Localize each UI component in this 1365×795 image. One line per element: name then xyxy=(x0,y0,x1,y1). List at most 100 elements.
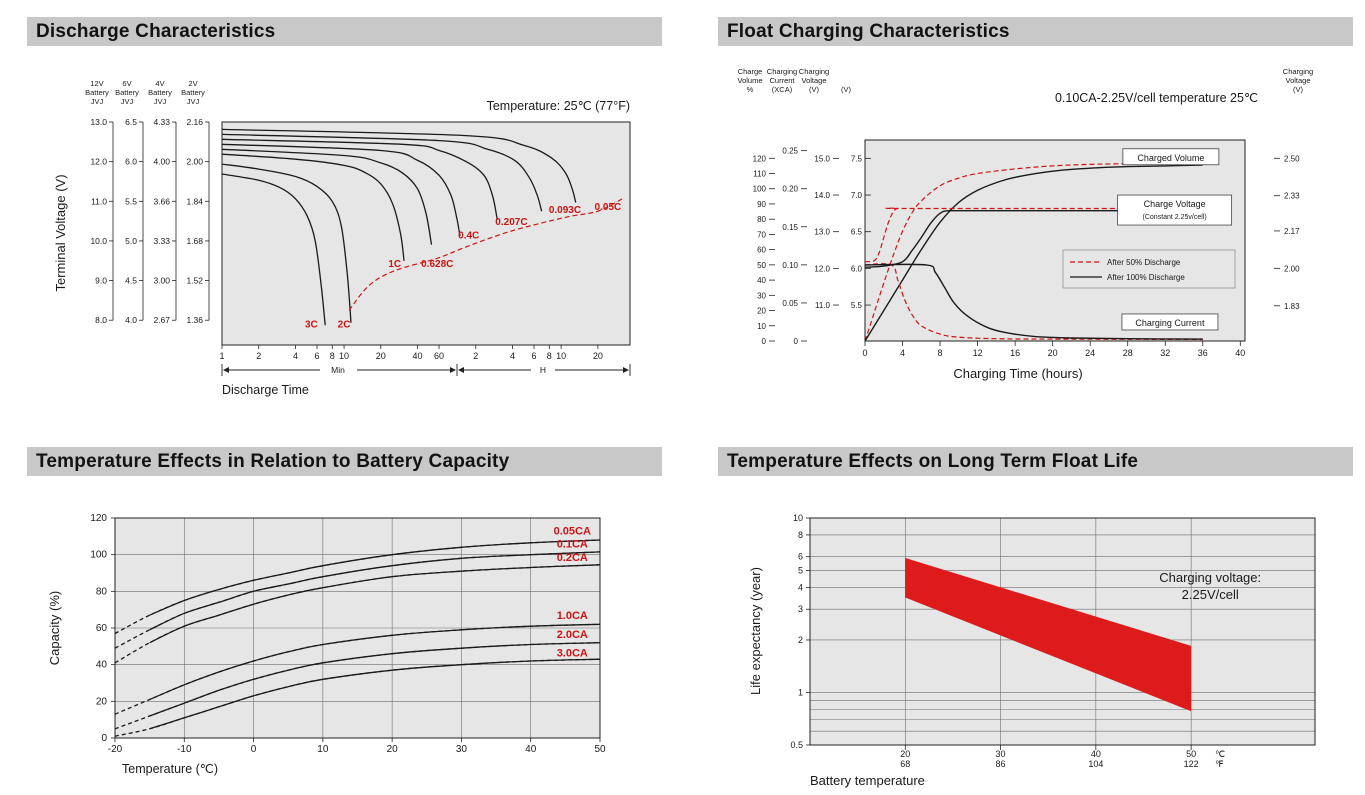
legend-label: After 100% Discharge xyxy=(1107,273,1185,282)
series-charge-voltage-100 xyxy=(864,209,1203,268)
y-tick-label: 12.0 xyxy=(90,157,107,167)
y-tick-label: 60 xyxy=(96,623,108,634)
y-tick-label: 50 xyxy=(757,261,766,270)
series-charging-current-100 xyxy=(864,263,1203,340)
y-tick-label: 1 xyxy=(798,687,803,697)
series-charged-volume-100 xyxy=(864,164,1203,342)
y-tick-label: 80 xyxy=(96,586,108,597)
x-tick-label: 0 xyxy=(862,348,867,358)
series-charged-volume-50 xyxy=(864,162,1203,342)
rate-label: 3C xyxy=(305,320,318,331)
y-tick-label: 90 xyxy=(757,200,766,209)
y-tick-label: 3.33 xyxy=(153,236,170,246)
y-tick-label: 4 xyxy=(798,582,803,592)
axis-header-right: Charging xyxy=(1283,67,1313,76)
x-tick-label: 8 xyxy=(938,348,943,358)
y-tick-label: 0 xyxy=(101,733,107,744)
y-tick-label: 2.16 xyxy=(186,117,203,127)
series-1C xyxy=(221,153,405,261)
y-tick-label: 1.52 xyxy=(186,276,203,286)
callout-box xyxy=(1122,148,1220,166)
y-column-header: 2V xyxy=(188,79,197,88)
arrowhead xyxy=(458,367,464,373)
y-axis-title: Terminal Voltage (V) xyxy=(53,174,68,291)
y-tick-label: 40 xyxy=(757,276,766,285)
y-tick-label: 5.5 xyxy=(125,196,137,206)
x-tick-label: 1 xyxy=(219,351,224,361)
y-tick-label: 5 xyxy=(798,566,803,576)
y-tick-label: 3 xyxy=(798,604,803,614)
x-tick-label: 10 xyxy=(317,744,329,755)
y-tick-label: 3.00 xyxy=(153,276,170,286)
series-0.093C xyxy=(221,133,543,212)
rate-label: 2C xyxy=(338,320,351,331)
y-tick-label: 0.05 xyxy=(782,299,798,308)
x-tick-label: 8 xyxy=(330,351,335,361)
x-tick-label: 10 xyxy=(556,351,566,361)
x-tick-label: 0 xyxy=(251,744,257,755)
x-tick-label: 16 xyxy=(1010,348,1020,358)
fahrenheit-unit-label: ℉ xyxy=(1215,759,1224,769)
x-tick-label: 6 xyxy=(314,351,319,361)
x-tick-label: 4 xyxy=(510,351,515,361)
y-tick-label: 4.33 xyxy=(153,117,170,127)
y-column-header: Battery xyxy=(148,88,172,97)
y-tick-label: 10.0 xyxy=(90,236,107,246)
unit-section-label: H xyxy=(540,365,546,375)
x-tick-label: 28 xyxy=(1123,348,1133,358)
axis-header: Current xyxy=(769,76,795,85)
x-tick-label: 36 xyxy=(1198,348,1208,358)
y-column-header: Battery xyxy=(85,88,109,97)
series-0.05CA xyxy=(149,539,601,616)
x-tick-label: 12 xyxy=(973,348,983,358)
callout-label: Charged Volume xyxy=(1137,153,1204,163)
x-tick-label: 2 xyxy=(256,351,261,361)
series-2.0CA xyxy=(149,642,601,717)
y-tick-label: 20 xyxy=(96,696,108,707)
y-tick-label: 6 xyxy=(798,552,803,562)
y-tick-label: 6.5 xyxy=(125,117,137,127)
y-tick-label: 12.0 xyxy=(814,264,830,273)
y-tick-label: 20 xyxy=(757,307,766,316)
x-tick-label: 40 xyxy=(1235,348,1245,358)
x-tick-label-celsius: 20 xyxy=(900,749,910,759)
y-tick-label: 70 xyxy=(757,230,766,239)
rate-label: 0.4C xyxy=(458,230,479,241)
y-axis-title: Life expectancy (year) xyxy=(748,567,763,695)
y-tick-label: 4.00 xyxy=(153,157,170,167)
rate-label: 0.1CA xyxy=(557,538,588,550)
y-tick-label: 2.67 xyxy=(153,315,170,325)
arrowhead xyxy=(223,367,229,373)
plot-area xyxy=(864,139,1246,342)
x-tick-label: 4 xyxy=(293,351,298,361)
series-3C xyxy=(221,173,326,326)
y-column-header: 4V xyxy=(155,79,164,88)
y-tick-label: 15.0 xyxy=(814,154,830,163)
series-0.4C xyxy=(221,143,461,237)
float-life-chart: 1086543210.5206830864010450122℃℉Battery … xyxy=(748,513,1316,788)
arrowhead xyxy=(623,367,629,373)
rate-label: 1C xyxy=(388,259,401,270)
callout-sublabel: (Constant 2.25v/cell) xyxy=(1143,214,1207,221)
rate-label: 1.0CA xyxy=(557,610,588,622)
y-tick-label: 1.36 xyxy=(186,315,203,325)
rate-label: 0.207C xyxy=(495,217,527,228)
y-tick-label: 13.0 xyxy=(90,117,107,127)
arrowhead xyxy=(450,367,456,373)
y-tick-label-right: 2.50 xyxy=(1284,154,1300,163)
series-charging-current-50 xyxy=(864,263,1203,341)
x-tick-label-celsius: 30 xyxy=(996,749,1006,759)
legend-box xyxy=(1062,249,1236,289)
x-tick-label: -10 xyxy=(177,744,192,755)
x-tick-label: 20 xyxy=(376,351,386,361)
life-expectancy-band xyxy=(905,558,1192,712)
x-tick-label: -20 xyxy=(108,744,123,755)
panel-title-float-life: Temperature Effects on Long Term Float L… xyxy=(718,447,1353,476)
rate-label: 0.05C xyxy=(595,202,622,213)
y-tick-label: 0.5 xyxy=(790,740,803,750)
x-tick-label: 20 xyxy=(387,744,399,755)
x-axis-title: Discharge Time xyxy=(222,383,309,397)
y-tick-label: 60 xyxy=(757,246,766,255)
y-tick-label: 40 xyxy=(96,660,108,671)
